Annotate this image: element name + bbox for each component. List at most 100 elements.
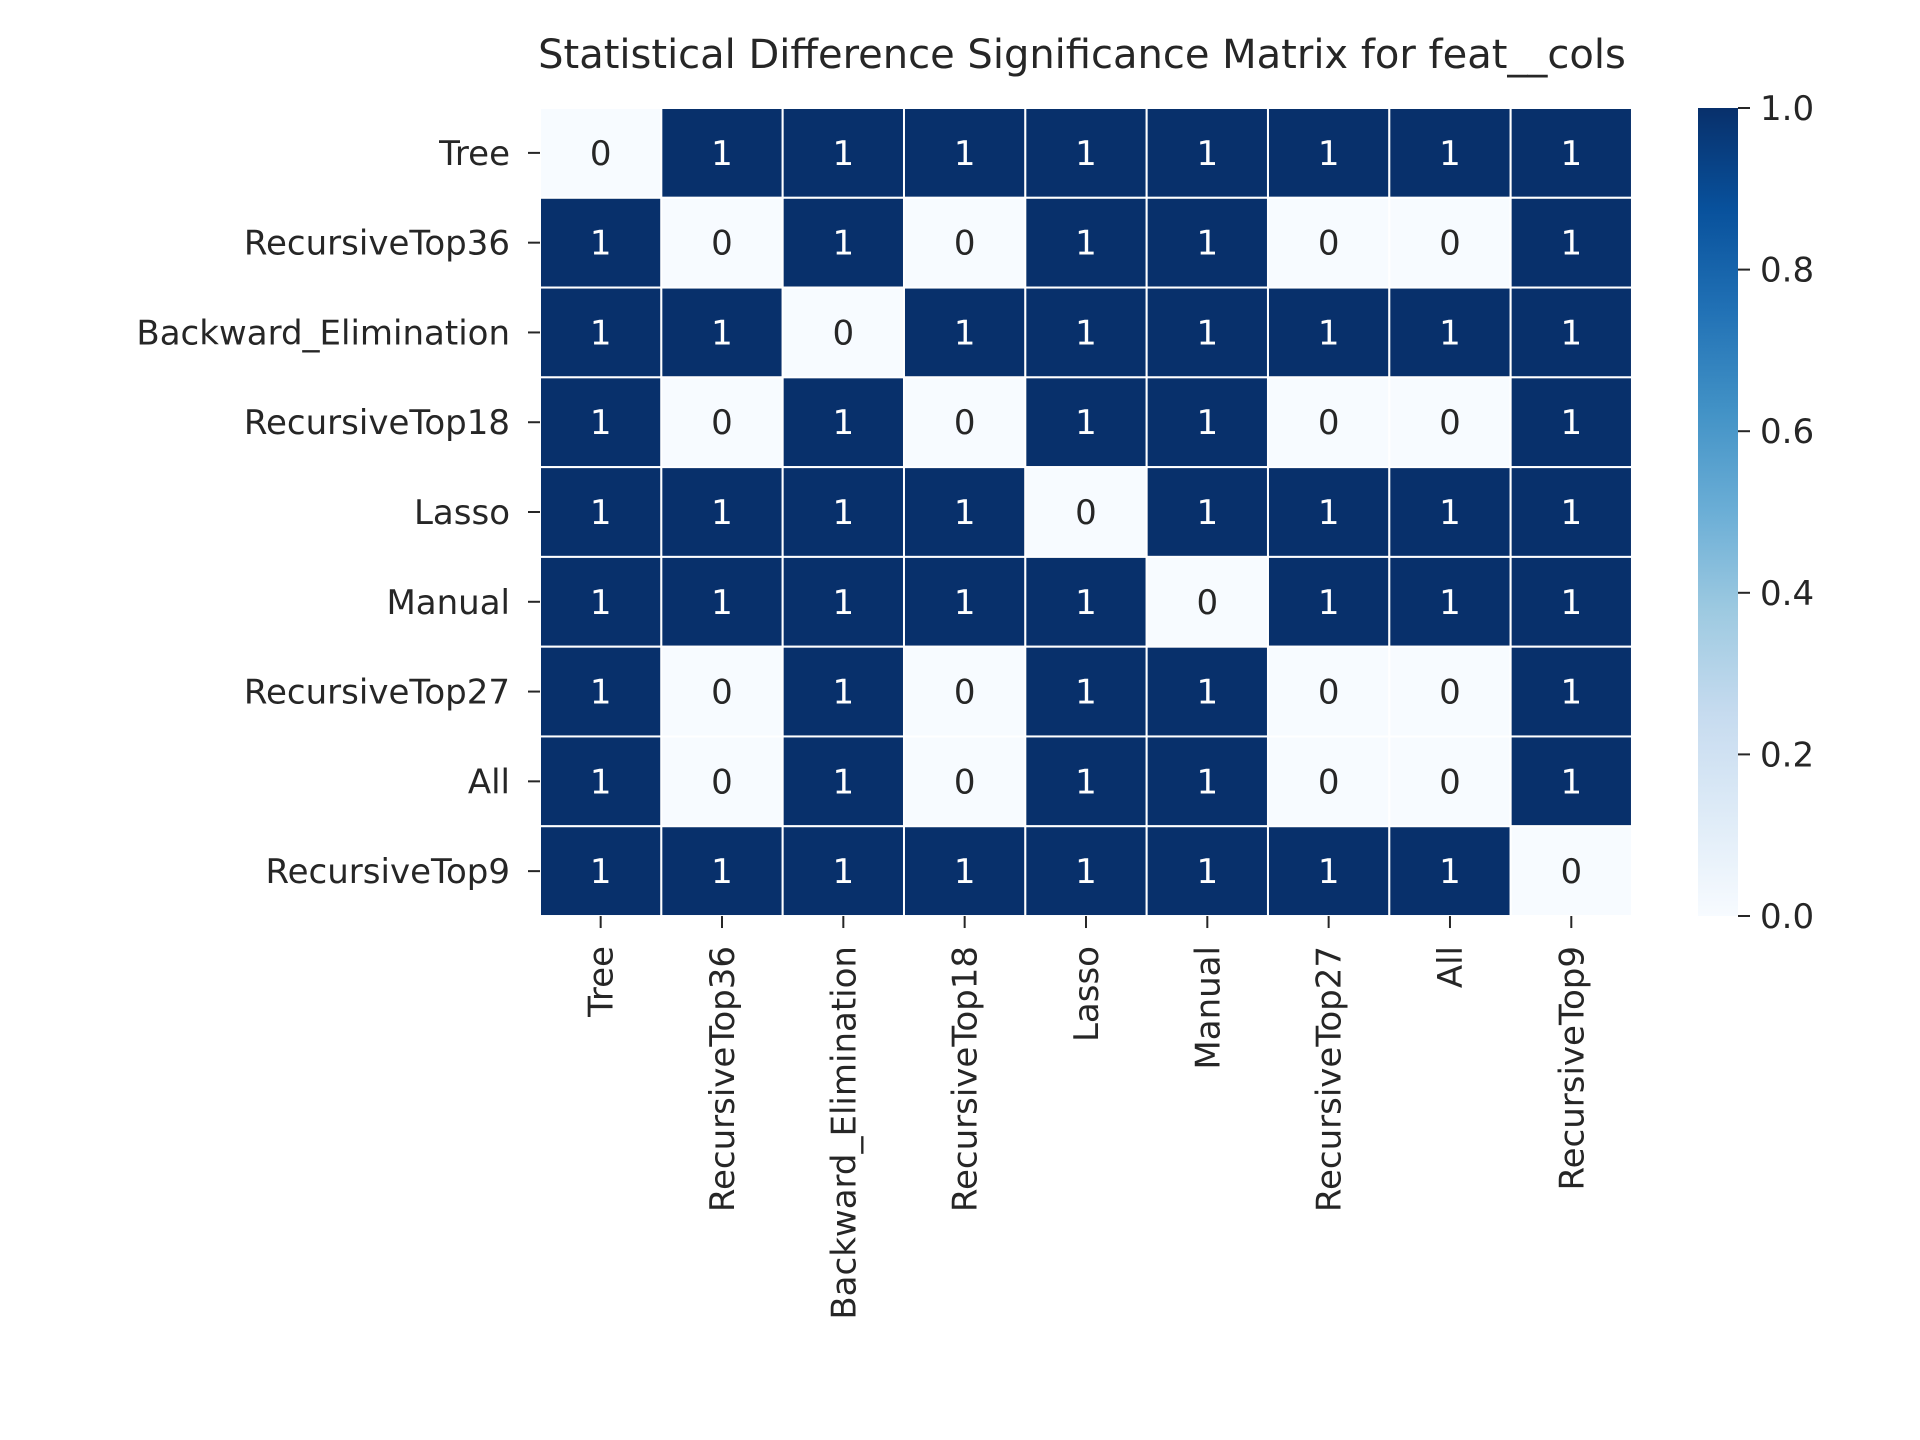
cell-value-label: 1 (833, 852, 855, 892)
cell-value-label: 0 (1439, 224, 1461, 264)
heatmap-cell (902, 466, 1027, 558)
x-tick-label: RecursiveTop36 (703, 946, 743, 1212)
colorbar-ticks: 0.0 0.2 0.4 0.6 0.8 1.0 (1738, 89, 1814, 937)
cell-value-label: 1 (590, 673, 612, 713)
heatmap-cell (539, 735, 663, 828)
cell-value-label: 1 (1560, 313, 1582, 353)
heatmap-cell (1024, 196, 1148, 289)
cell-value-label: 0 (1318, 224, 1340, 264)
cell-value-label: 1 (1560, 673, 1582, 713)
heatmap-cell (1266, 645, 1391, 738)
heatmap-cell (1509, 196, 1633, 289)
heatmap-cell (1509, 286, 1633, 379)
cell-value-label: 1 (833, 673, 855, 713)
cell-value-label: 1 (1318, 852, 1340, 892)
cell-value-label: 1 (711, 134, 733, 174)
heatmap-cell (1266, 466, 1391, 558)
cell-value-label: 0 (590, 134, 612, 174)
cell-value-label: 1 (1196, 762, 1218, 802)
cell-value-label: 0 (1560, 852, 1582, 892)
y-tick-label: RecursiveTop18 (244, 403, 510, 443)
cell-value-label: 1 (1196, 224, 1218, 264)
heatmap-cell (1266, 825, 1391, 918)
heatmap-cell (1145, 466, 1269, 558)
heatmap-cell (660, 107, 784, 199)
heatmap-cell (1509, 376, 1633, 469)
cell-value-label: 1 (833, 224, 855, 264)
heatmap-cell (781, 286, 905, 379)
heatmap-cell (902, 735, 1027, 828)
heatmap-cell (1509, 555, 1633, 648)
heatmap-cell (1509, 735, 1633, 828)
cell-value-label: 1 (590, 852, 612, 892)
colorbar: 0.0 0.2 0.4 0.6 0.8 1.0 (1698, 89, 1814, 937)
cell-value-label: 1 (1318, 583, 1340, 623)
cell-value-label: 0 (1439, 403, 1461, 443)
cell-value-label: 1 (711, 852, 733, 892)
cell-value-label: 1 (954, 134, 976, 174)
cell-value-label: 1 (711, 493, 733, 533)
colorbar-tick-label: 0.8 (1760, 251, 1814, 291)
cell-value-label: 1 (1560, 224, 1582, 264)
cell-value-label: 0 (1075, 493, 1097, 533)
cell-value-label: 0 (1439, 762, 1461, 802)
heatmap-cell (781, 107, 905, 199)
cell-value-label: 1 (954, 852, 976, 892)
x-tick-label: Tree (582, 946, 622, 1018)
cell-value-label: 1 (1560, 403, 1582, 443)
y-tick-label: RecursiveTop9 (266, 852, 510, 892)
cell-value-label: 0 (954, 762, 976, 802)
y-tick-label: RecursiveTop27 (244, 673, 510, 713)
heatmap-cell (539, 286, 663, 379)
cell-value-label: 1 (833, 134, 855, 174)
cell-value-label: 1 (590, 583, 612, 623)
heatmap-cell (1145, 825, 1269, 918)
x-tick-label: All (1431, 946, 1471, 988)
colorbar-tick-label: 0.0 (1760, 897, 1814, 937)
heatmap-cell (1024, 735, 1148, 828)
colorbar-gradient (1698, 108, 1738, 916)
heatmap-cell (539, 825, 663, 918)
cell-value-label: 1 (1075, 852, 1097, 892)
heatmap-cell (902, 286, 1027, 379)
cell-value-label: 1 (590, 224, 612, 264)
cell-value-label: 0 (711, 403, 733, 443)
cell-value-label: 1 (1318, 493, 1340, 533)
heatmap-cell (660, 825, 784, 918)
cell-value-label: 0 (1318, 762, 1340, 802)
cell-value-label: 0 (1318, 403, 1340, 443)
y-tick-label: Lasso (414, 493, 510, 533)
heatmap-annotations: 0 1 1 1 1 1 1 1 1 1 0 1 0 1 1 0 0 1 1 1 0 1 1 1 1 1 1 1 0 1 0 1 1 0 0 1 1 1 1 1… (590, 134, 1582, 892)
heatmap-cell (1024, 645, 1148, 738)
x-axis: Tree RecursiveTop36 Backward_Elimination Re… (582, 916, 1592, 1320)
heatmap-cell (539, 555, 663, 648)
x-tick-label: RecursiveTop18 (946, 946, 986, 1212)
cell-value-label: 1 (1560, 762, 1582, 802)
cell-value-label: 0 (954, 403, 976, 443)
cell-value-label: 0 (711, 762, 733, 802)
cell-value-label: 1 (954, 313, 976, 353)
cell-value-label: 1 (833, 583, 855, 623)
cell-value-label: 1 (1075, 673, 1097, 713)
heatmap-cell (1266, 735, 1391, 828)
cell-value-label: 1 (1196, 673, 1218, 713)
cell-value-label: 1 (1075, 313, 1097, 353)
cell-value-label: 1 (590, 403, 612, 443)
heatmap-cell (1388, 555, 1512, 648)
heatmap-cell (1388, 107, 1512, 199)
colorbar-tick-label: 1.0 (1760, 89, 1814, 129)
cell-value-label: 0 (1196, 583, 1218, 623)
cell-value-label: 1 (1075, 762, 1097, 802)
y-tick-label: All (468, 762, 510, 802)
heatmap-cell (1509, 466, 1633, 558)
y-tick-label: Backward_Elimination (136, 313, 510, 353)
x-tick-label: Manual (1188, 946, 1228, 1070)
cell-value-label: 1 (1075, 403, 1097, 443)
cell-value-label: 0 (954, 673, 976, 713)
y-tick-label: RecursiveTop36 (244, 224, 510, 264)
heatmap-cell (781, 825, 905, 918)
y-tick-label: Manual (386, 583, 510, 623)
cell-value-label: 1 (833, 403, 855, 443)
heatmap-cell (1266, 196, 1391, 289)
cell-value-label: 1 (1196, 493, 1218, 533)
